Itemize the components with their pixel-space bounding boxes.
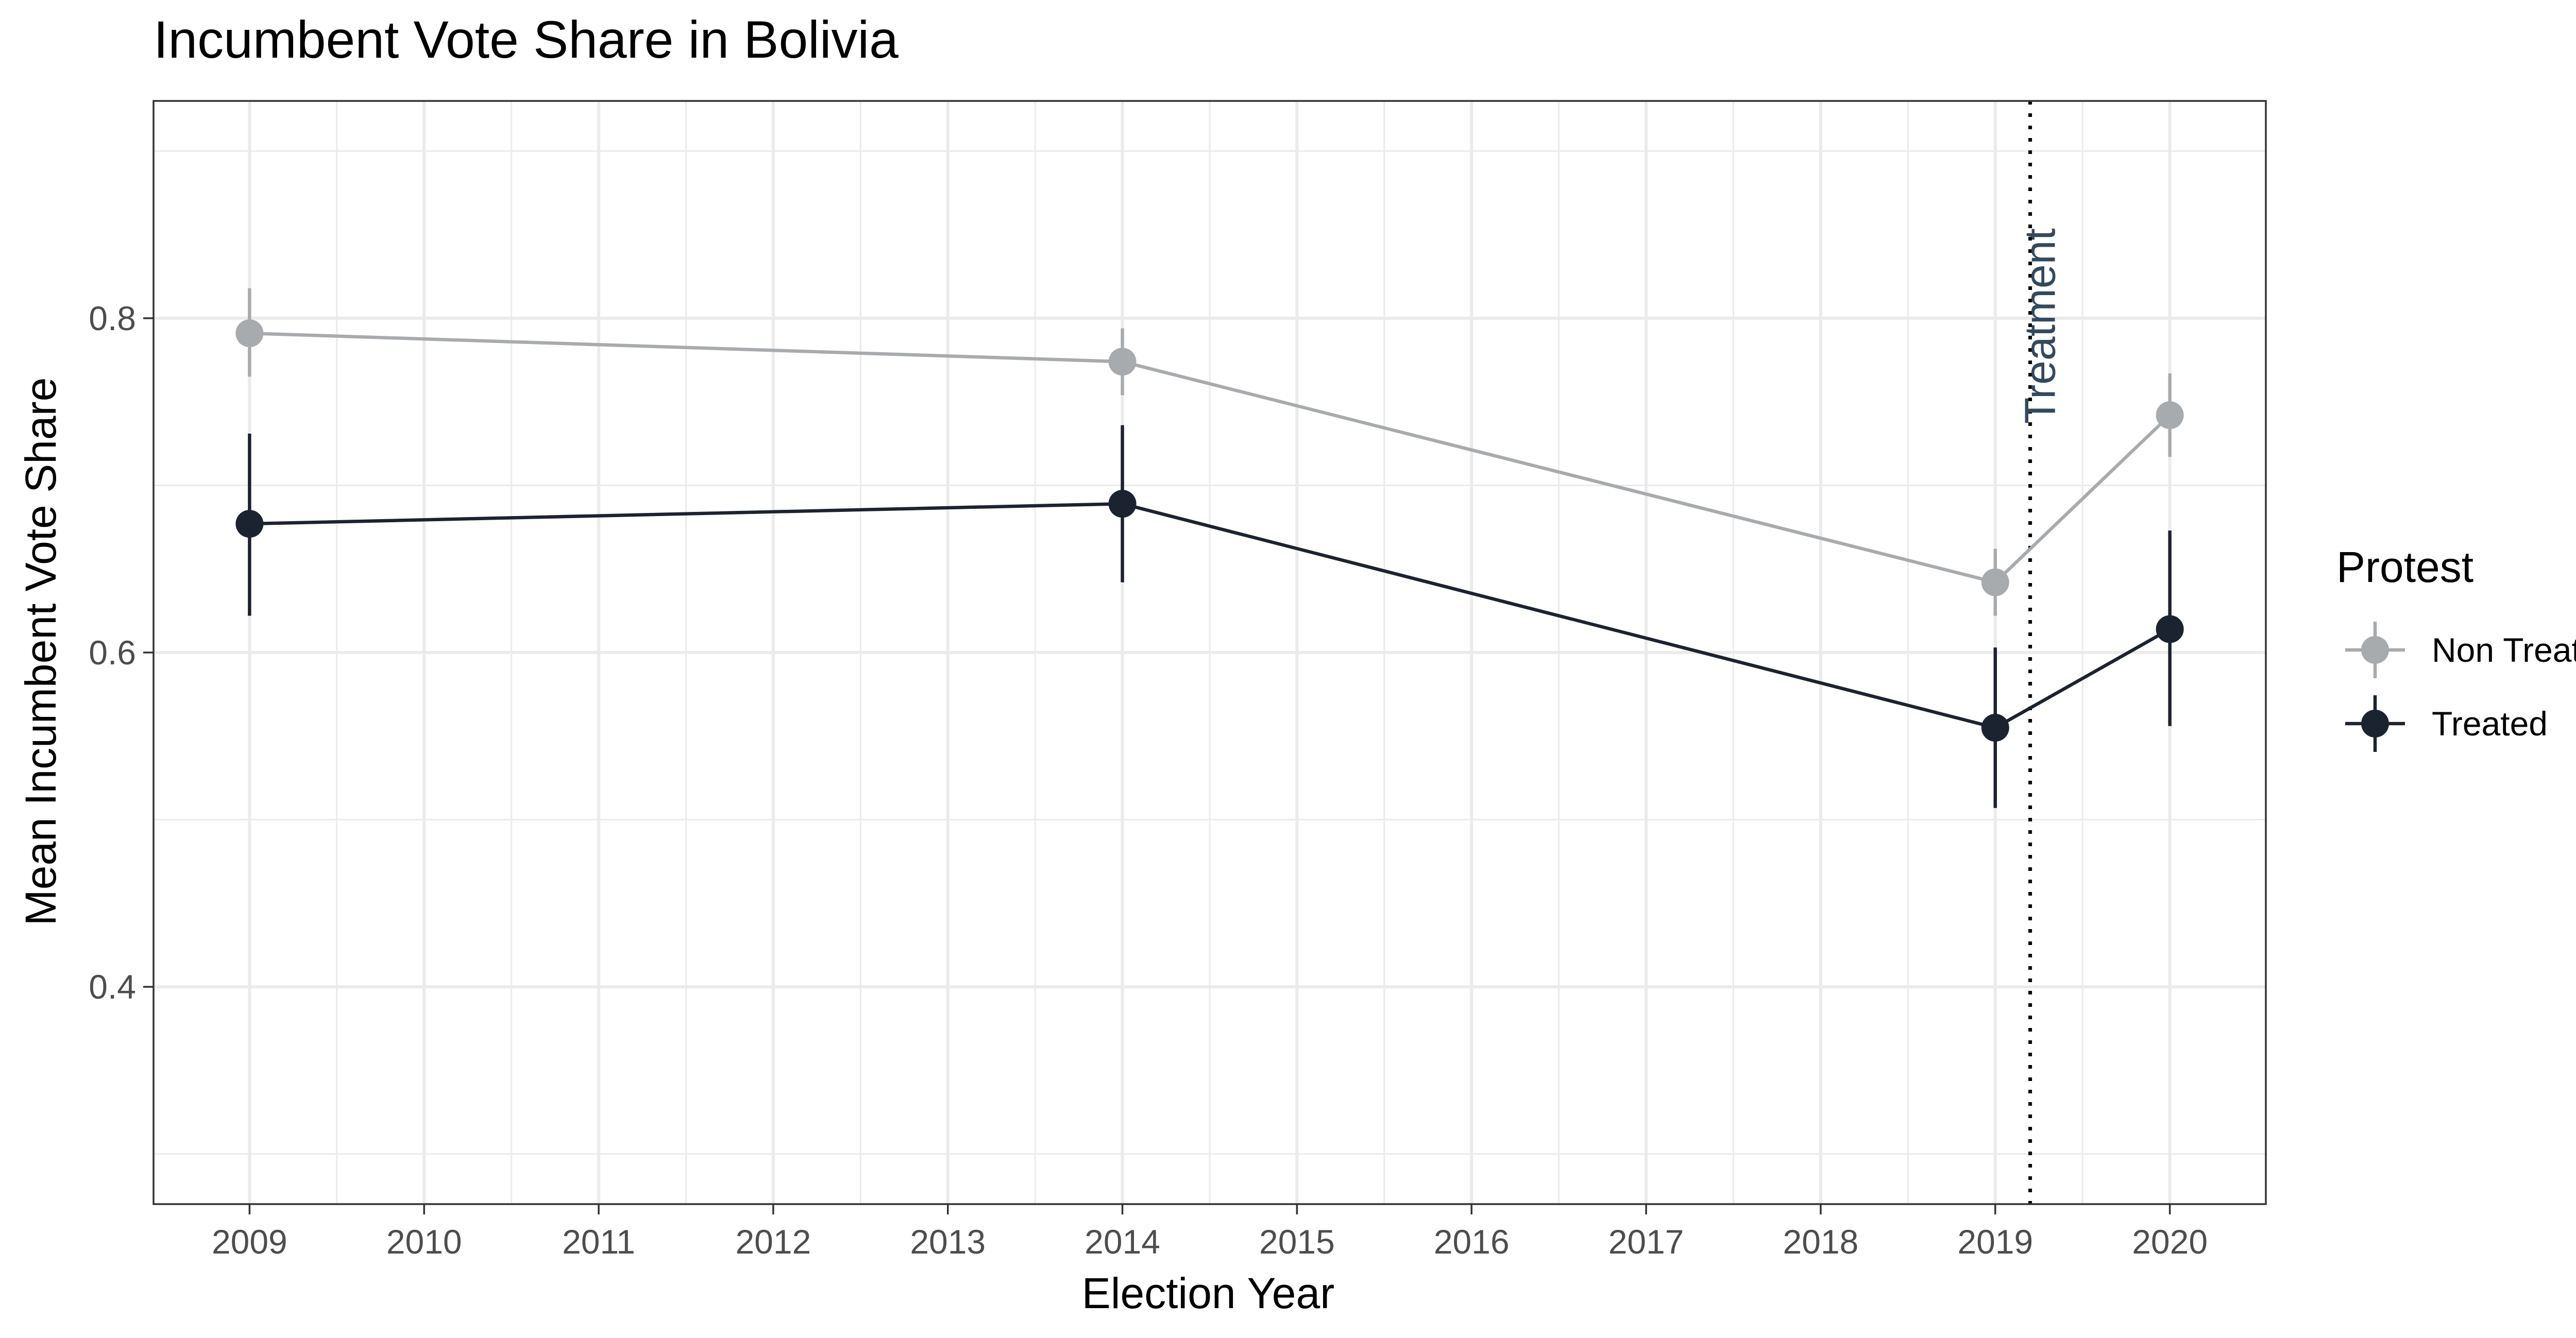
major-gridlines (154, 101, 2266, 1204)
x-tick-label: 2016 (1434, 1223, 1510, 1261)
x-tick-label: 2013 (910, 1223, 986, 1261)
series-layer (235, 288, 2184, 808)
x-tick-label: 2015 (1259, 1223, 1335, 1261)
legend-label: Non Treated (2432, 631, 2576, 669)
data-point (235, 510, 264, 538)
data-point (235, 319, 264, 348)
x-tick-label: 2012 (735, 1223, 811, 1261)
data-point (1108, 348, 1137, 376)
y-tick-label: 0.8 (89, 299, 136, 337)
legend-items: Non Treated Treated (2345, 622, 2576, 752)
legend: Protest Non Treated Treated (2336, 543, 2576, 752)
treatment-label: Treatment (2016, 228, 2064, 424)
series-line (249, 331, 2171, 585)
x-tick-label: 2011 (562, 1223, 635, 1261)
x-tick-label: 2017 (1608, 1223, 1684, 1261)
axes: 2009 2010 2011 2012 2013 2014 2015 2016 2017 2018… (89, 299, 2208, 1261)
legend-title: Protest (2336, 543, 2473, 591)
x-tick-label: 2010 (386, 1223, 462, 1261)
y-axis-title: Mean Incumbent Vote Share (16, 378, 65, 926)
x-axis-title: Election Year (1082, 1269, 1334, 1317)
y-tick-label: 0.4 (89, 968, 136, 1006)
data-point (1981, 568, 2009, 596)
data-point (1981, 714, 2009, 742)
x-tick-label: 2018 (1783, 1223, 1859, 1261)
data-point (2156, 401, 2184, 430)
legend-key-point (2361, 710, 2389, 737)
series-line (249, 502, 2171, 730)
legend-key-point (2361, 636, 2389, 664)
data-point (1108, 490, 1137, 518)
treatment-line-layer: Treatment (2016, 101, 2064, 1204)
legend-label: Treated (2432, 705, 2548, 743)
data-point (2156, 615, 2184, 643)
x-tick-label: 2020 (2132, 1223, 2208, 1261)
y-tick-label: 0.6 (89, 633, 136, 672)
chart-title: Incumbent Vote Share in Bolivia (154, 10, 899, 69)
x-tick-label: 2009 (212, 1223, 287, 1261)
x-tick-label: 2019 (1957, 1223, 2033, 1261)
x-tick-label: 2014 (1084, 1223, 1160, 1261)
